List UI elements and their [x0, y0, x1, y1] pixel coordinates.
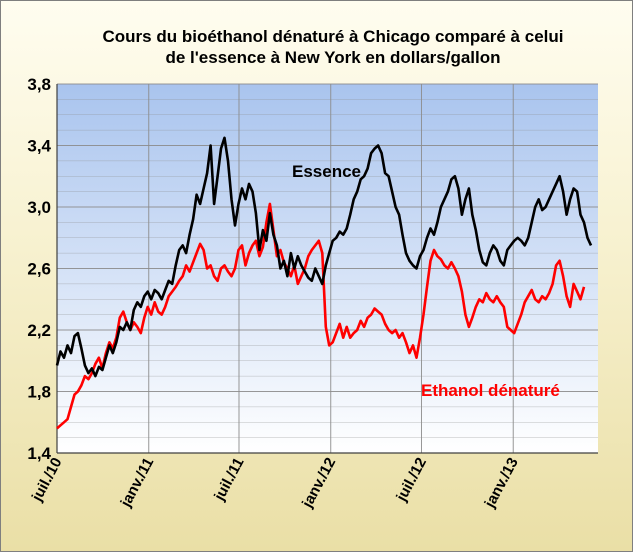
label-ethanol: Ethanol dénaturé [421, 381, 560, 400]
y-tick-label: 2,2 [27, 321, 51, 340]
y-tick-label: 2,6 [27, 260, 51, 279]
y-tick-labels: 1,4 1,8 2,2 2,6 3,0 3,4 3,8 [27, 75, 51, 463]
axes [56, 84, 598, 454]
series-line-ethanol [56, 202, 586, 430]
grid [56, 83, 598, 454]
y-tick-label: 1,8 [27, 383, 51, 402]
y-tick-label: 1,4 [27, 444, 51, 463]
chart-title-line-1: Cours du bioéthanol dénaturé à Chicago c… [103, 27, 564, 46]
y-tick-label: 3,0 [27, 198, 51, 217]
x-tick-label: janv./12 [298, 455, 339, 511]
y-tick-label: 3,4 [27, 137, 51, 156]
x-tick-labels: juil./10 janv./11 juil./11 janv./12 juil./12… [28, 455, 522, 511]
chart-title-line-2: de l'essence à New York en dollars/gallo… [165, 48, 500, 67]
y-tick-label: 3,8 [27, 75, 51, 94]
x-tick-label: janv./11 [117, 455, 157, 511]
x-tick-label: juil./12 [393, 455, 430, 505]
x-tick-label: juil./11 [211, 455, 248, 504]
label-essence: Essence [292, 162, 361, 181]
series-line-essence [55, 136, 593, 378]
x-tick-label: janv./13 [481, 455, 522, 511]
